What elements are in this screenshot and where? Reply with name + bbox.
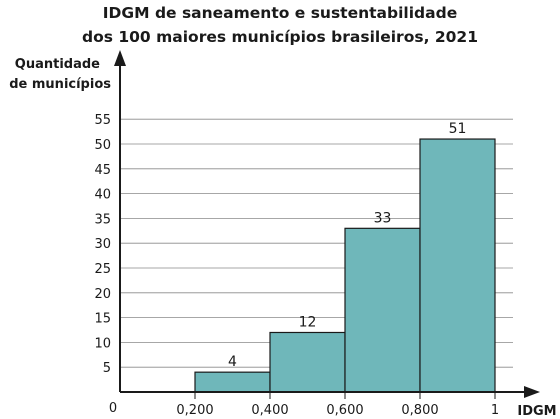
y-tick-label: 5 (103, 361, 111, 376)
x-axis-arrow (524, 386, 540, 398)
x-tick-label: 0,800 (401, 403, 438, 418)
chart-title-line-2: dos 100 maiores municípios brasileiros, … (82, 28, 478, 46)
y-tick-labels: 5 10 15 20 25 30 35 40 45 50 55 (94, 113, 111, 376)
y-axis-title-line-2: de municípios (9, 77, 111, 92)
x-tick-label: 0,600 (326, 403, 363, 418)
y-tick-label: 10 (94, 336, 111, 351)
x-tick-label: 1 (491, 403, 499, 418)
x-tick-labels: 0,200 0,400 0,600 0,800 1 (176, 392, 499, 418)
bar-value-label: 51 (449, 121, 467, 137)
bar-value-label: 4 (228, 354, 237, 370)
chart-title-line-1: IDGM de saneamento e sustentabilidade (103, 4, 457, 22)
y-axis-title-line-1: Quantidade (15, 57, 100, 72)
bar-1 (269, 331, 346, 393)
y-tick-label: 15 (94, 312, 111, 327)
y-tick-label: 35 (94, 212, 111, 227)
y-axis-arrow (114, 50, 126, 66)
bar-3 (419, 138, 496, 393)
y-tick-label: 50 (94, 138, 111, 153)
bar-value-labels: 4 12 33 51 (228, 121, 466, 370)
bar-value-label: 12 (299, 314, 317, 330)
bar-2 (344, 227, 421, 393)
y-tick-label: 20 (94, 287, 111, 302)
x-tick-label: 0,200 (176, 403, 213, 418)
y-tick-label: 45 (94, 163, 111, 178)
bars (194, 138, 496, 393)
y-tick-label: 30 (94, 237, 111, 252)
y-tick-label: 40 (94, 188, 111, 203)
y-tick-label: 25 (94, 262, 111, 277)
bar-value-label: 33 (374, 210, 392, 226)
y-tick-label: 55 (94, 113, 111, 128)
x-tick-label: 0,400 (251, 403, 288, 418)
x-axis-title: IDGM (517, 404, 556, 419)
origin-label: 0 (109, 401, 117, 416)
bar-0 (194, 371, 271, 393)
